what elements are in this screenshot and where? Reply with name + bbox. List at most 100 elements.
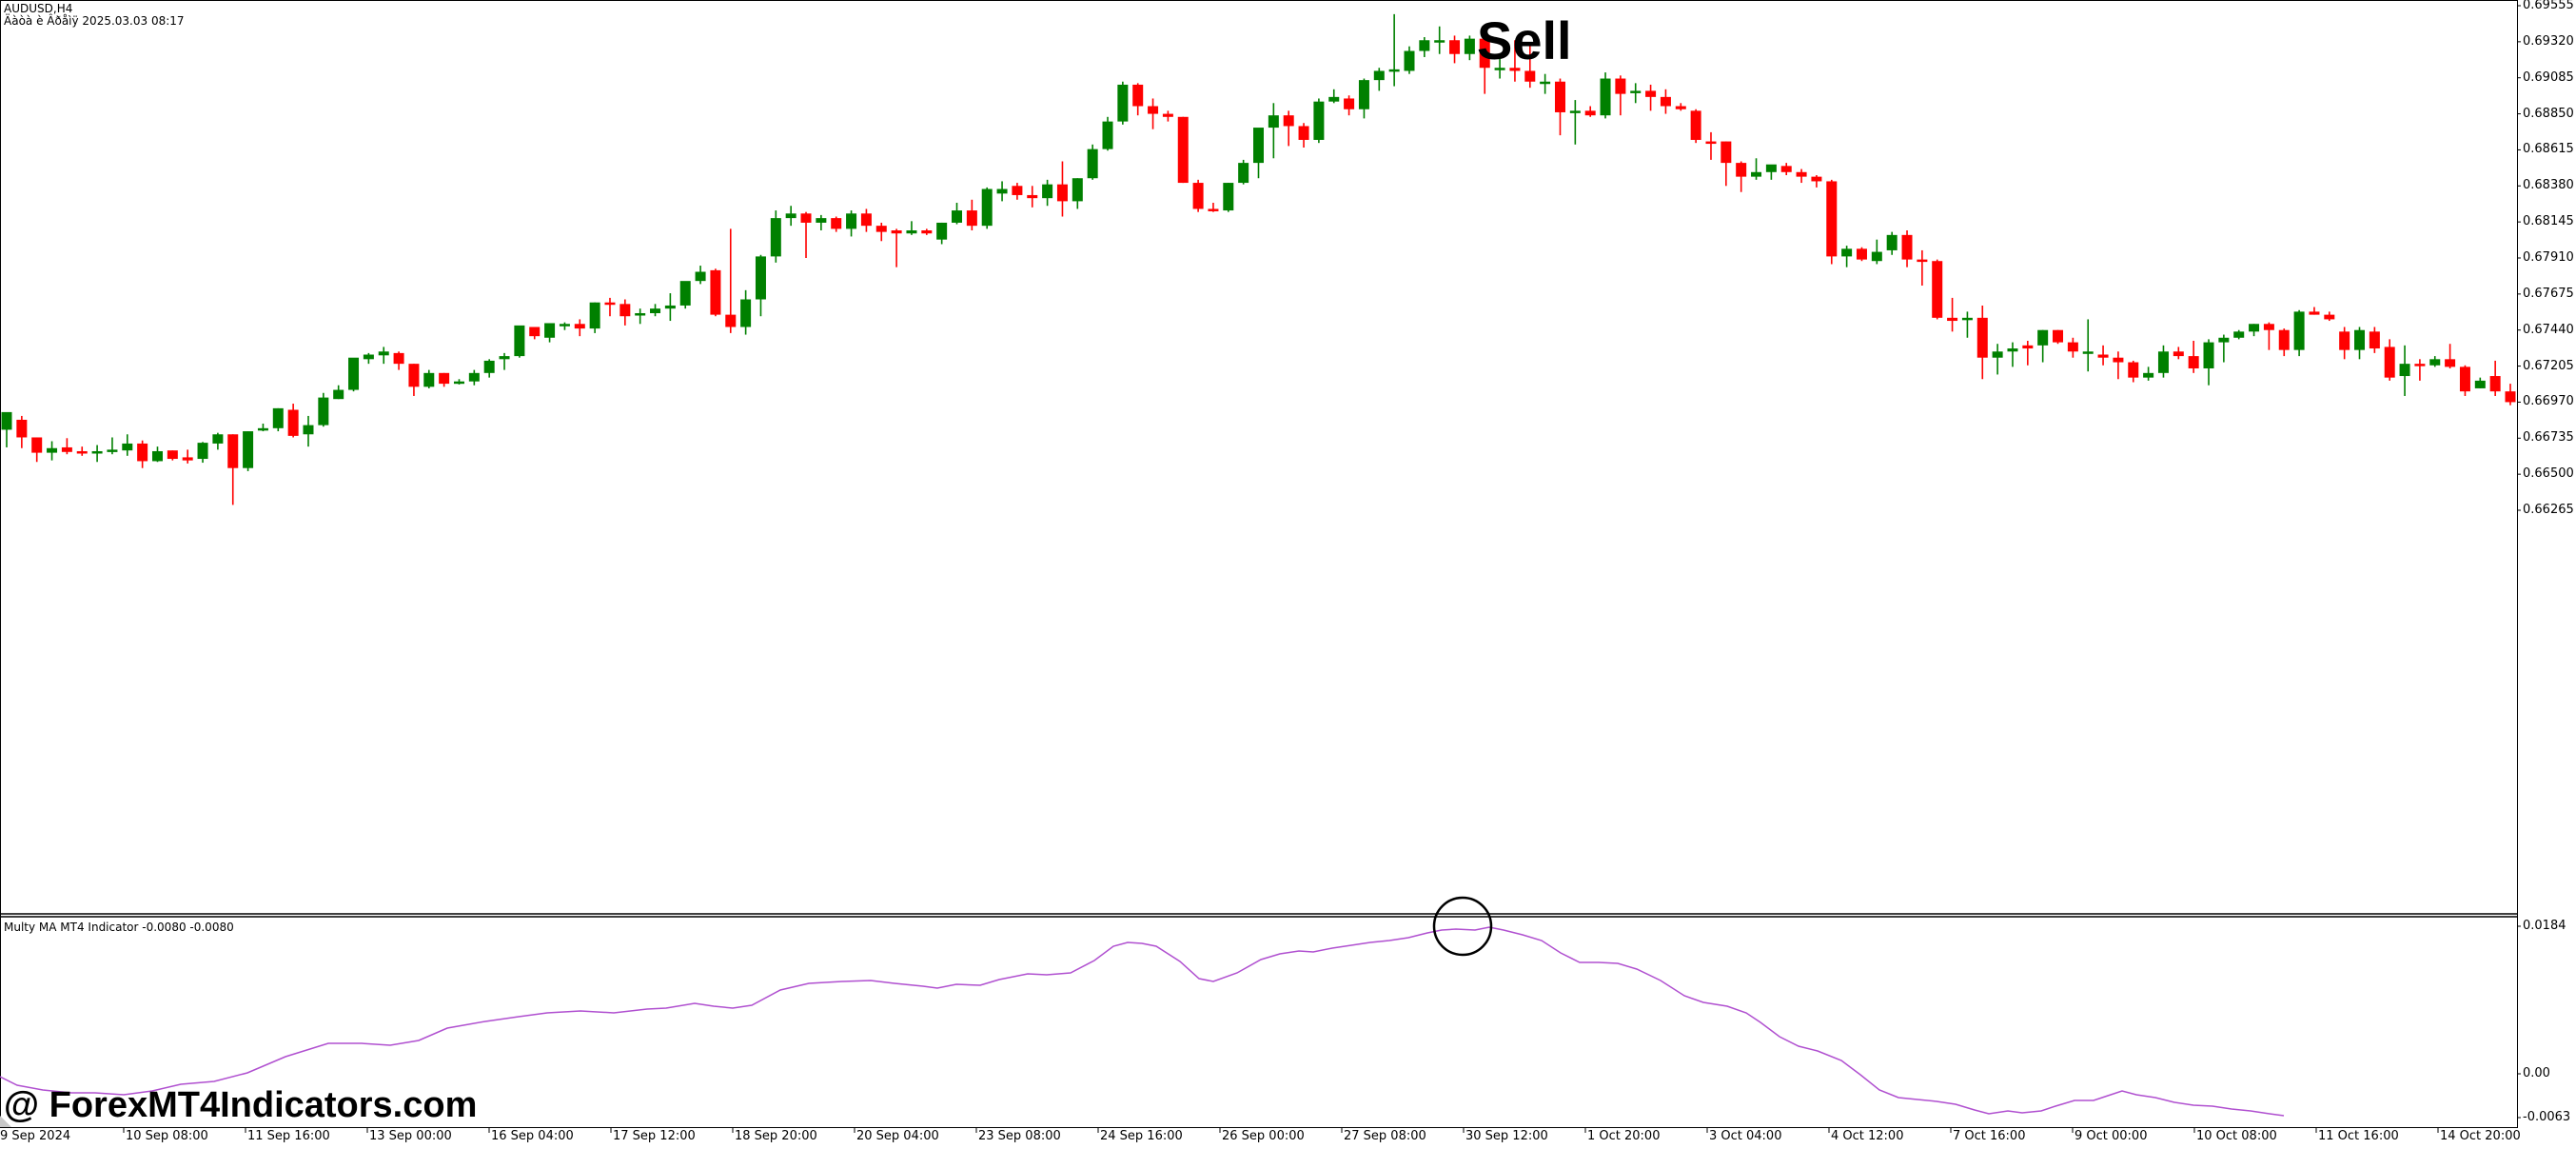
candle (559, 324, 570, 327)
candle (996, 188, 1008, 194)
candle (2489, 376, 2501, 392)
candle (182, 457, 193, 461)
candle (423, 372, 435, 387)
candle (891, 230, 902, 234)
price-tick-label: 0.67910 (2523, 250, 2574, 265)
candle (1238, 163, 1249, 184)
candle (107, 449, 118, 452)
candle (770, 218, 781, 257)
candle (514, 325, 525, 357)
candle (91, 450, 103, 454)
price-tick-label: 0.67205 (2523, 358, 2574, 373)
candle (2429, 359, 2441, 366)
candle (2399, 364, 2410, 377)
candle (167, 450, 178, 460)
candle (1554, 81, 1565, 112)
time-tick-label: 10 Oct 08:00 (2196, 1129, 2277, 1143)
candle (227, 434, 239, 468)
candle (2097, 354, 2109, 358)
candle (1751, 171, 1762, 177)
candle (1721, 141, 1732, 164)
chart-datetime-label: Äàòà è Âðåìÿ 2025.03.03 08:17 (4, 14, 185, 28)
candle (544, 323, 556, 338)
candle (1524, 70, 1536, 82)
price-tick-label: 0.67675 (2523, 286, 2574, 301)
candle (1253, 128, 1264, 164)
candle (499, 356, 510, 360)
price-tick-label: 0.69555 (2523, 0, 2574, 12)
candle (287, 409, 299, 436)
time-tick-label: 11 Sep 16:00 (247, 1129, 330, 1143)
candle (2278, 329, 2290, 350)
candle (2203, 342, 2214, 368)
candle (2324, 314, 2335, 320)
candle (1615, 78, 1626, 94)
candle (2445, 359, 2456, 367)
time-tick-label: 14 Oct 20:00 (2440, 1129, 2521, 1143)
candle (243, 431, 254, 468)
candle (47, 447, 58, 453)
candle (1886, 234, 1898, 250)
candle (785, 213, 796, 219)
candle (1569, 110, 1581, 113)
candle (1811, 176, 1822, 182)
candle (2188, 356, 2199, 368)
candle (1540, 81, 1551, 85)
candle (439, 372, 450, 385)
candle (2157, 351, 2169, 373)
candle (1509, 68, 1521, 71)
time-tick-label: 26 Sep 00:00 (1222, 1129, 1305, 1143)
multy-ma-indicator-line (0, 926, 2285, 1117)
candle (1645, 90, 1657, 97)
candle (137, 443, 148, 462)
candle (31, 437, 43, 453)
candle (635, 312, 646, 316)
candle (1117, 84, 1129, 122)
indicator-tick-label: 0.00 (2523, 1066, 2550, 1080)
candle (2293, 311, 2305, 350)
candle (257, 427, 268, 431)
candle (1780, 166, 1792, 172)
candle (529, 327, 541, 337)
time-tick-label: 7 Oct 16:00 (1953, 1129, 2026, 1143)
candle (1479, 38, 1490, 69)
candle (1976, 317, 1988, 358)
candle (1328, 96, 1340, 102)
candle (604, 302, 616, 306)
indicator-title: Multy MA MT4 Indicator -0.0080 -0.0080 (4, 921, 234, 934)
candle (921, 230, 933, 234)
candle (875, 226, 887, 232)
candle (408, 364, 420, 387)
price-tick-label: 0.66970 (2523, 394, 2574, 409)
price-tick-label: 0.67440 (2523, 322, 2574, 337)
candle (483, 360, 495, 373)
candle (816, 218, 827, 223)
candle (2263, 324, 2274, 330)
time-tick-label: 24 Sep 16:00 (1100, 1129, 1183, 1143)
candle (966, 210, 977, 227)
sell-signal-label: Sell (1477, 10, 1572, 70)
candle (2354, 329, 2366, 350)
candle (710, 269, 721, 315)
time-tick-label: 18 Sep 20:00 (735, 1129, 817, 1143)
candle (1162, 113, 1173, 117)
candle (1358, 80, 1369, 109)
candle (2022, 345, 2034, 349)
price-tick-label: 0.69085 (2523, 69, 2574, 85)
candle (1660, 96, 1671, 107)
candle (1947, 317, 1958, 322)
candle (1344, 98, 1355, 109)
candle (2113, 357, 2124, 363)
candle (1434, 40, 1445, 43)
corner-triangle-icon (0, 1116, 11, 1127)
candle (61, 446, 72, 452)
candle (2459, 366, 2470, 392)
candle (363, 354, 374, 360)
candle (740, 299, 752, 327)
candle (1705, 141, 1717, 145)
candle (2414, 364, 2426, 366)
candle (16, 419, 28, 438)
time-tick-label: 13 Sep 00:00 (369, 1129, 452, 1143)
